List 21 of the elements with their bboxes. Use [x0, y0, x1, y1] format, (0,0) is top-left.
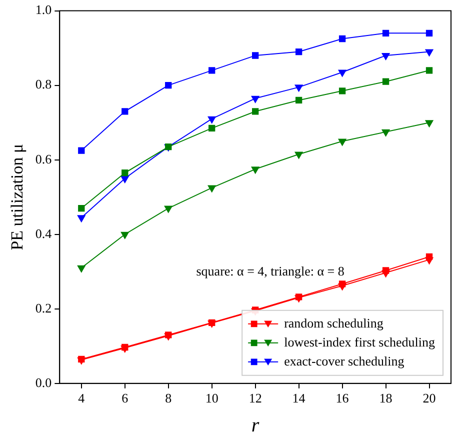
y-tick-label: 0.0	[35, 374, 52, 390]
x-tick-label: 20	[422, 390, 436, 406]
x-tick-label: 12	[248, 390, 262, 406]
x-tick-label: 14	[292, 390, 306, 406]
y-tick-label: 0.8	[35, 76, 52, 92]
x-tick-label: 4	[78, 390, 86, 406]
x-tick-label: 6	[122, 390, 129, 406]
y-tick-label: 0.6	[35, 151, 52, 166]
x-tick-label: 16	[336, 390, 350, 406]
x-tick-label: 10	[205, 390, 218, 406]
y-tick-label: 1.0	[35, 2, 52, 18]
y-axis-title: PE utilization μ	[8, 144, 27, 250]
y-tick-label: 0.2	[35, 300, 52, 316]
legend-label: random scheduling	[284, 315, 384, 330]
legend-label: exact-cover scheduling	[284, 353, 405, 368]
legend-label: lowest-index first scheduling	[284, 334, 436, 350]
annotation: square: α = 4, triangle: α = 8	[196, 263, 344, 278]
x-tick-label: 18	[379, 390, 392, 406]
y-tick-label: 0.4	[35, 226, 52, 241]
x-axis-title: r	[251, 414, 260, 436]
x-tick-label: 8	[165, 390, 172, 406]
